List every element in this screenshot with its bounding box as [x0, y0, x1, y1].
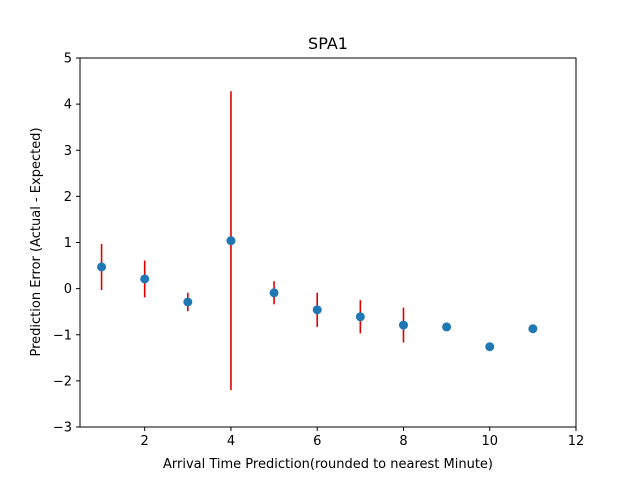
- x-tick-label: 10: [481, 434, 498, 449]
- y-axis-ticks: −3 −2 −1 0 1 2 3 4 5: [53, 52, 80, 436]
- x-axis-ticks: 2 4 6 8 10 12: [141, 427, 585, 449]
- y-tick-label: 4: [64, 98, 72, 113]
- x-tick-label: 12: [568, 434, 585, 449]
- x-tick-label: 6: [313, 434, 321, 449]
- data-point: [97, 262, 107, 272]
- data-point: [140, 274, 150, 284]
- data-point: [398, 320, 408, 330]
- data-point: [183, 297, 193, 307]
- y-tick-label: 1: [64, 236, 72, 251]
- x-axis-label: Arrival Time Prediction(rounded to neare…: [163, 457, 493, 472]
- x-tick-label: 2: [141, 434, 149, 449]
- x-tick-label: 4: [227, 434, 235, 449]
- y-tick-label: 3: [64, 144, 72, 159]
- y-tick-label: −3: [53, 421, 72, 436]
- y-tick-label: −2: [53, 374, 72, 389]
- y-tick-label: 0: [64, 282, 72, 297]
- data-point: [312, 305, 322, 315]
- y-tick-label: −1: [53, 328, 72, 343]
- data-point: [528, 324, 538, 334]
- y-tick-label: 5: [64, 52, 72, 67]
- y-tick-label: 2: [64, 190, 72, 205]
- data-markers: [97, 236, 538, 352]
- x-tick-label: 8: [399, 434, 407, 449]
- data-point: [442, 322, 452, 332]
- data-point: [485, 342, 495, 352]
- data-point: [355, 312, 365, 322]
- y-axis-label: Prediction Error (Actual - Expected): [29, 127, 44, 356]
- chart-title: SPA1: [308, 34, 348, 53]
- data-point: [226, 236, 236, 246]
- data-point: [269, 288, 279, 298]
